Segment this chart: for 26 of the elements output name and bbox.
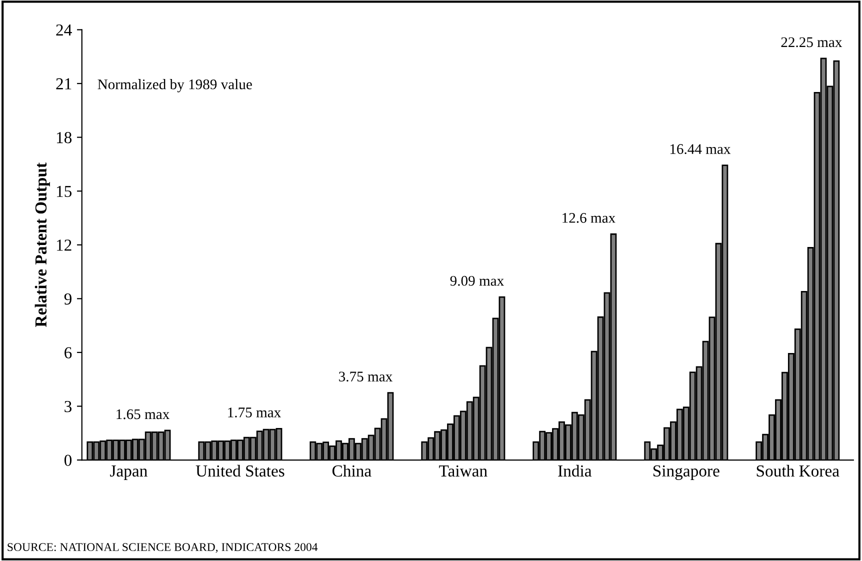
y-tick-label: 0 xyxy=(64,454,72,466)
y-tick-label: 15 xyxy=(56,186,72,198)
x-tick-label: China xyxy=(332,464,372,477)
x-tick-label: South Korea xyxy=(756,464,840,477)
x-tick-label: United States xyxy=(196,464,284,477)
annotation: 22.25 max xyxy=(781,37,842,48)
x-tick-label: Singapore xyxy=(653,465,720,480)
y-tick-label: 3 xyxy=(64,400,72,412)
y-tick-label: 9 xyxy=(64,293,72,305)
annotation: Normalized by 1989 value xyxy=(98,79,252,92)
annotation: 12.6 max xyxy=(562,213,616,223)
annotation: 16.44 max xyxy=(670,144,731,154)
y-tick-label: 21 xyxy=(56,78,72,90)
y-tick-label: 24 xyxy=(56,24,72,36)
source-note: SOURCE: NATIONAL SCIENCE BOARD, INDICATORS 2004 xyxy=(8,543,318,553)
annotation: 9.09 max xyxy=(450,276,504,286)
x-tick-label: Japan xyxy=(110,466,148,480)
y-tick-label: 6 xyxy=(64,347,72,358)
annotation: 1.75 max xyxy=(228,408,281,418)
x-tick-label: India xyxy=(558,464,592,477)
y-tick-label: 18 xyxy=(56,132,72,144)
annotation: 3.75 max xyxy=(339,372,392,382)
x-tick-label: Taiwan xyxy=(439,465,488,477)
y-tick-label: 12 xyxy=(56,240,72,251)
y-axis-title: Relative Patent Output xyxy=(34,162,50,327)
annotation: 1.65 max xyxy=(116,409,170,420)
